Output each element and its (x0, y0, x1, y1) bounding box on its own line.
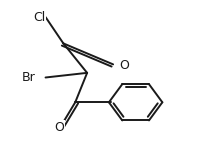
Text: Cl: Cl (33, 11, 46, 24)
Text: O: O (119, 59, 129, 72)
Text: O: O (54, 121, 64, 134)
Text: Br: Br (22, 71, 36, 84)
